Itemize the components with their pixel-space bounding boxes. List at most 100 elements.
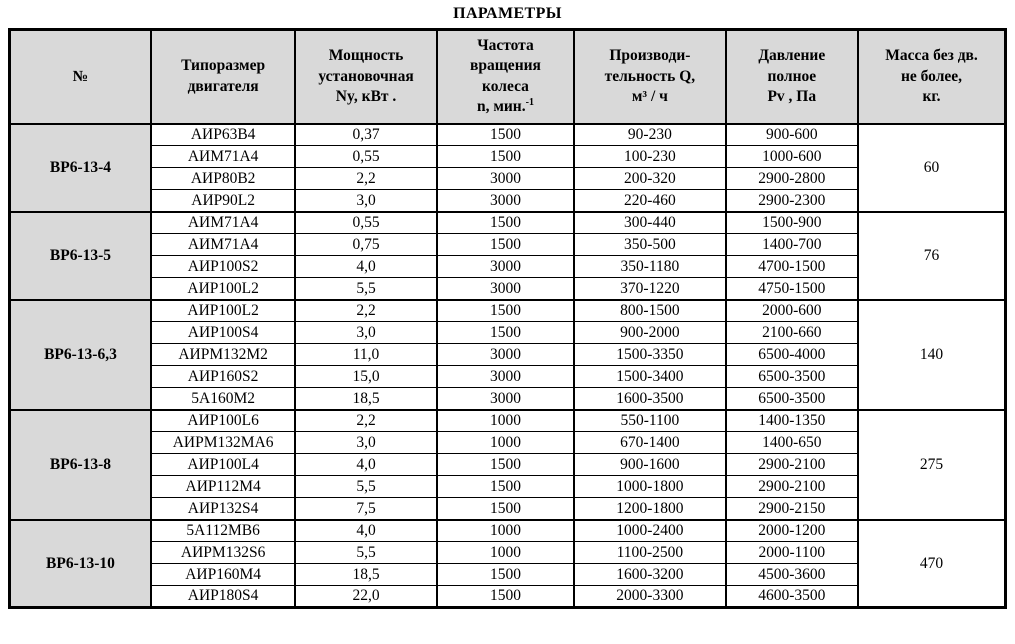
capacity-cell: 200-320 [573, 167, 727, 191]
table-row: АИМ71А4 0,55 1500 100-230 1000-600 [10, 145, 1006, 169]
parameters-table: № Типоразмер двигателя Мощность установочн… [8, 28, 1007, 610]
table-row: АИР100S4 3,0 1500 900-2000 2100-660 [10, 321, 1006, 345]
pressure-cell: 2900-2100 [724, 475, 860, 499]
speed-cell: 1500 [435, 585, 576, 609]
motor-cell: АИР132S4 [149, 497, 297, 521]
speed-cell: 1000 [435, 431, 576, 455]
capacity-cell: 100-230 [573, 145, 727, 169]
motor-cell: АИРМ132МА6 [149, 431, 297, 455]
speed-cell: 3000 [435, 387, 576, 411]
speed-cell: 1500 [435, 122, 576, 147]
speed-cell: 1500 [435, 233, 576, 257]
pressure-cell: 1400-700 [724, 233, 860, 257]
motor-cell: АИР160М4 [149, 563, 297, 587]
pressure-cell: 2000-1100 [724, 541, 860, 565]
mass-cell: 140 [857, 298, 1007, 411]
table-row: АИР132S4 7,5 1500 1200-1800 2900-2150 [10, 497, 1006, 521]
speed-cell: 3000 [435, 255, 576, 279]
pressure-cell: 4500-3600 [724, 563, 860, 587]
table-row: АИР80В2 2,2 3000 200-320 2900-2800 [10, 167, 1006, 191]
pressure-cell: 6500-3500 [724, 365, 860, 389]
group-number-cell: ВР6-13-10 [8, 518, 152, 609]
page-title: ПАРАМЕТРЫ [453, 5, 562, 22]
pressure-cell: 4750-1500 [724, 277, 860, 301]
power-cell: 4,0 [294, 255, 438, 279]
table-row: АИР100S2 4,0 3000 350-1180 4700-1500 [10, 255, 1006, 279]
power-cell: 0,37 [294, 122, 438, 147]
mass-cell: 76 [857, 210, 1007, 301]
motor-cell: АИР160S2 [149, 365, 297, 389]
superscript: -1 [525, 97, 534, 109]
table-row: ВР6-13-4 АИР63В4 0,37 1500 90-230 900-600 60 [8, 122, 1007, 213]
column-header-motor: Типоразмер двигателя [149, 28, 297, 125]
column-header-num: № [8, 28, 152, 125]
speed-cell: 1500 [435, 453, 576, 477]
motor-cell: АИР100L2 [149, 298, 297, 323]
table-row: 5А160М2 18,5 3000 1600-3500 6500-3500 [10, 387, 1006, 411]
pressure-cell: 2900-2100 [724, 453, 860, 477]
speed-cell: 3000 [435, 277, 576, 301]
pressure-cell: 6500-3500 [724, 387, 860, 411]
mass-cell: 470 [857, 518, 1007, 609]
power-cell: 0,55 [294, 145, 438, 169]
group-number-cell: ВР6-13-6,3 [8, 298, 152, 411]
power-cell: 18,5 [294, 387, 438, 411]
group-number-cell: ВР6-13-5 [8, 210, 152, 301]
pressure-cell: 2900-2300 [724, 189, 860, 213]
table-header: № Типоразмер двигателя Мощность установочн… [8, 28, 1007, 125]
motor-cell: АИРМ132М2 [149, 343, 297, 367]
table-row: АИР160S2 15,0 3000 1500-3400 6500-3500 [10, 365, 1006, 389]
power-cell: 22,0 [294, 585, 438, 609]
capacity-cell: 1000-1800 [573, 475, 727, 499]
speed-cell: 1500 [435, 210, 576, 235]
speed-cell: 1000 [435, 541, 576, 565]
power-cell: 2,2 [294, 167, 438, 191]
pressure-cell: 4600-3500 [724, 585, 860, 609]
table-body: ВР6-13-4 АИР63В4 0,37 1500 90-230 900-600 60 АИ… [8, 122, 1007, 609]
pressure-cell: 6500-4000 [724, 343, 860, 367]
column-header-speed: Частота вращения колеса n, мин.-1 [435, 28, 576, 125]
power-cell: 5,5 [294, 541, 438, 565]
group-number-cell: ВР6-13-8 [8, 408, 152, 521]
motor-cell: АИР100L6 [149, 408, 297, 433]
pressure-cell: 1400-1350 [724, 408, 860, 433]
table-row: АИР160М4 18,5 1500 1600-3200 4500-3600 [10, 563, 1006, 587]
pressure-cell: 2900-2150 [724, 497, 860, 521]
motor-cell: АИР180S4 [149, 585, 297, 609]
speed-cell: 1500 [435, 475, 576, 499]
capacity-cell: 1500-3350 [573, 343, 727, 367]
speed-cell: 3000 [435, 189, 576, 213]
pressure-cell: 4700-1500 [724, 255, 860, 279]
motor-cell: АИР100L4 [149, 453, 297, 477]
capacity-cell: 670-1400 [573, 431, 727, 455]
motor-cell: 5А160М2 [149, 387, 297, 411]
pressure-cell: 2900-2800 [724, 167, 860, 191]
header-row: № Типоразмер двигателя Мощность установочн… [8, 28, 1007, 125]
motor-cell: АИМ71А4 [149, 210, 297, 235]
power-cell: 3,0 [294, 321, 438, 345]
pressure-cell: 2000-600 [724, 298, 860, 323]
power-cell: 5,5 [294, 277, 438, 301]
group-number-cell: ВР6-13-4 [8, 122, 152, 213]
table-row: ВР6-13-6,3 АИР100L2 2,2 1500 800-1500 2000-60… [8, 298, 1007, 411]
power-cell: 2,2 [294, 408, 438, 433]
capacity-cell: 550-1100 [573, 408, 727, 433]
motor-cell: АИМ71А4 [149, 145, 297, 169]
mass-cell: 60 [857, 122, 1007, 213]
capacity-cell: 800-1500 [573, 298, 727, 323]
table-row: АИР180S4 22,0 1500 2000-3300 4600-3500 [10, 585, 1006, 609]
power-cell: 0,55 [294, 210, 438, 235]
pressure-cell: 2100-660 [724, 321, 860, 345]
capacity-cell: 300-440 [573, 210, 727, 235]
motor-cell: АИР112М4 [149, 475, 297, 499]
speed-cell: 1000 [435, 408, 576, 433]
capacity-cell: 900-1600 [573, 453, 727, 477]
pressure-cell: 2000-1200 [724, 518, 860, 543]
speed-cell: 1500 [435, 298, 576, 323]
mass-cell: 275 [857, 408, 1007, 521]
capacity-cell: 2000-3300 [573, 585, 727, 609]
power-cell: 4,0 [294, 518, 438, 543]
table-row: АИР100L2 5,5 3000 370-1220 4750-1500 [10, 277, 1006, 301]
table-row: ВР6-13-8 АИР100L6 2,2 1000 550-1100 1400-1350… [8, 408, 1007, 521]
